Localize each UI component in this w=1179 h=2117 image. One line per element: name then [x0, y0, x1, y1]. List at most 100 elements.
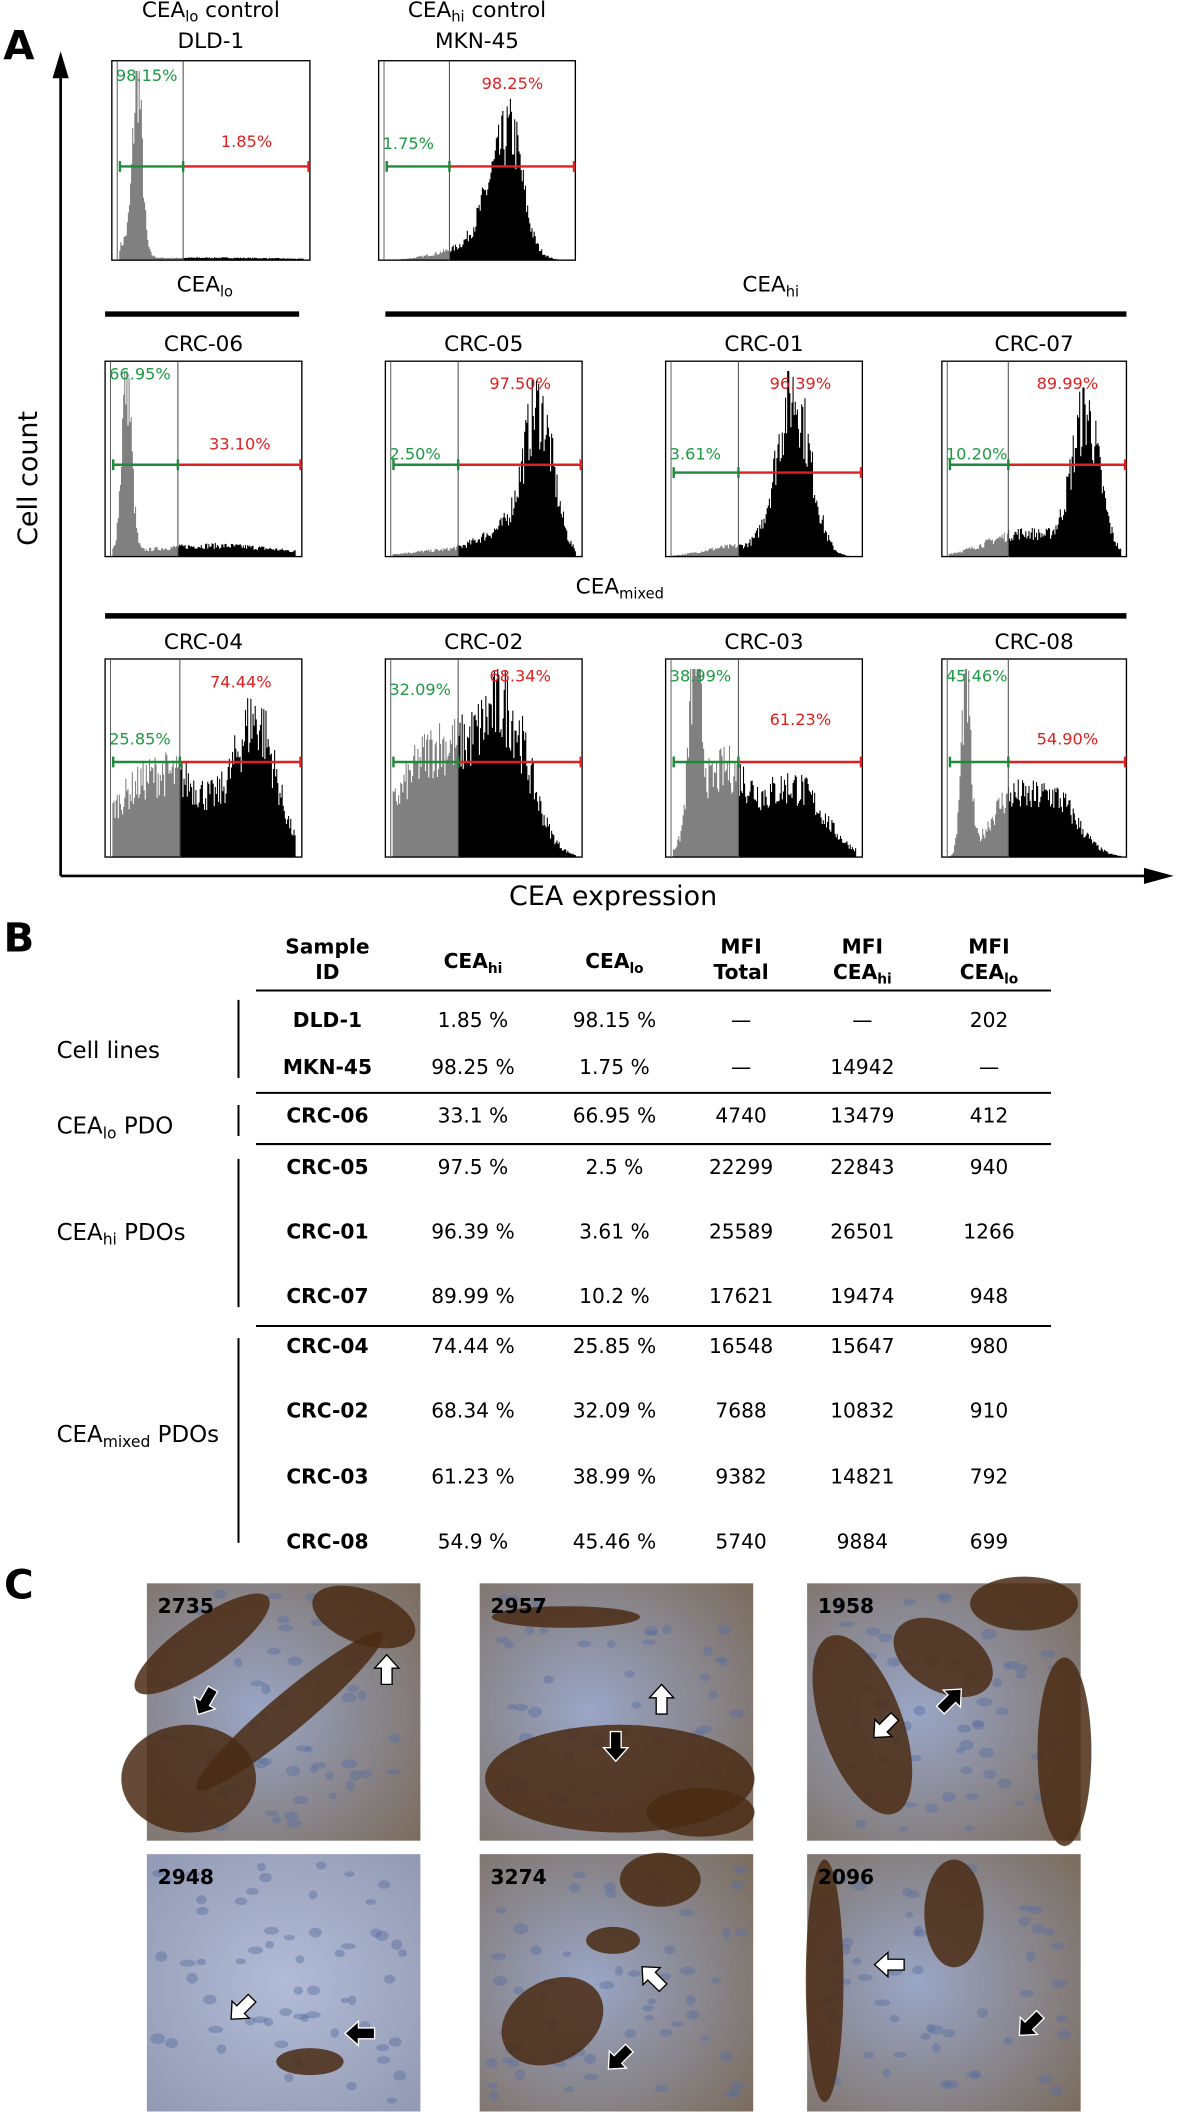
nucleus — [365, 1899, 376, 1905]
text-part: Cell lines — [57, 1038, 160, 1064]
table-cell: 940 — [970, 1155, 1009, 1179]
stain — [646, 1788, 755, 1837]
histogram-high — [738, 371, 852, 557]
text-part: MFI — [842, 934, 883, 958]
nucleus — [1037, 2074, 1053, 2084]
image-id: 2096 — [818, 1865, 874, 1889]
nucleus — [186, 1972, 198, 1984]
nucleus — [855, 1819, 867, 1829]
histogram-frame — [941, 658, 1128, 858]
high-percent: 98.25% — [482, 74, 544, 93]
nucleus — [359, 1769, 372, 1779]
nucleus — [386, 1768, 401, 1776]
text-part: CRC-08 — [995, 630, 1074, 655]
nucleus — [179, 1959, 196, 1967]
nucleus — [489, 2091, 499, 2101]
stain — [312, 1585, 416, 1649]
histogram-frame — [104, 360, 303, 558]
nucleus — [286, 1765, 301, 1777]
nucleus — [307, 1985, 321, 1996]
table-cell: 980 — [970, 1334, 1009, 1358]
table-cell: 97.5 % — [438, 1155, 509, 1179]
nucleus — [927, 2024, 944, 2035]
nucleus — [528, 1706, 543, 1718]
nucleus — [278, 1624, 294, 1632]
column-header: MFI — [842, 934, 883, 958]
nucleus — [912, 1965, 924, 1975]
nucleus — [245, 1887, 259, 1895]
column-header: CEAhi — [444, 949, 503, 977]
nucleus — [496, 1906, 507, 1914]
nucleus — [711, 1977, 722, 1984]
arrow — [647, 1683, 676, 1715]
nucleus — [384, 1974, 396, 1984]
stain — [619, 1852, 701, 1907]
table-cell: 25589 — [709, 1219, 773, 1243]
image-id: 2957 — [490, 1594, 546, 1618]
column-header: MFI — [720, 934, 761, 958]
nucleus — [1014, 1800, 1026, 1807]
nucleus — [654, 2084, 669, 2093]
table-cell: 10832 — [830, 1399, 894, 1423]
nucleus — [902, 1887, 912, 1897]
text-part: CEA — [177, 273, 221, 298]
nucleus — [1056, 2014, 1068, 2023]
nucleus — [340, 1943, 356, 1950]
text-part: CRC-03 — [724, 630, 803, 655]
nucleus — [714, 1657, 725, 1663]
nucleus — [346, 2081, 357, 2091]
table-cell: 32.09 % — [573, 1399, 656, 1423]
column-header: ID — [315, 959, 339, 983]
arrow — [607, 2043, 635, 2070]
histogram-high — [1008, 779, 1122, 858]
text-part: CEA — [960, 959, 1005, 983]
high-percent: 1.85% — [221, 132, 272, 151]
nucleus — [250, 1680, 265, 1687]
nucleus — [964, 1825, 974, 1832]
text-part: DLD-1 — [178, 29, 245, 54]
text-part: CEA — [142, 0, 186, 23]
nucleus — [966, 2071, 981, 2078]
nucleus — [983, 1769, 997, 1779]
nucleus — [293, 1986, 304, 1995]
nucleus — [349, 1770, 362, 1781]
text-part: PDOs — [150, 1422, 219, 1448]
nucleus — [286, 1820, 302, 1828]
nucleus — [293, 2013, 308, 2020]
histogram-frame — [664, 360, 864, 558]
nucleus — [1012, 1664, 1029, 1673]
stain — [134, 1593, 270, 1695]
nucleus — [662, 1624, 672, 1635]
table-cell: 22843 — [830, 1155, 894, 1179]
text-part: CEA — [57, 1422, 103, 1448]
nucleus — [907, 1889, 920, 1899]
nucleus — [942, 2028, 956, 2038]
table-cell: 74.44 % — [431, 1334, 514, 1358]
arrow — [1018, 2009, 1046, 2037]
nucleus — [644, 2014, 654, 2021]
nucleus — [841, 1937, 853, 1948]
nucleus — [920, 2032, 931, 2041]
table-cell: 98.15 % — [573, 1008, 656, 1032]
table-cell: 1.75 % — [579, 1055, 650, 1079]
nucleus — [971, 1719, 985, 1728]
nucleus — [671, 2021, 684, 2027]
nucleus — [1003, 1664, 1013, 1670]
column-header: CEAlo — [585, 949, 643, 977]
nucleus — [208, 2025, 224, 2034]
nucleus — [508, 2057, 520, 2068]
y-axis-title: Cell count — [13, 411, 44, 546]
nucleus — [283, 1934, 296, 1941]
subscript: lo — [220, 283, 233, 300]
nucleus — [992, 1677, 1003, 1688]
histogram-high — [458, 379, 576, 557]
nucleus — [341, 1759, 358, 1769]
table-cell: 4740 — [715, 1104, 766, 1128]
table-cell: — — [979, 1055, 999, 1079]
text-part: CEA — [833, 959, 878, 983]
nucleus — [330, 2028, 340, 2038]
nucleus — [531, 1599, 542, 1608]
nucleus — [940, 2080, 952, 2090]
text-part: CRC-01 — [724, 332, 803, 357]
histogram-high — [449, 98, 561, 261]
